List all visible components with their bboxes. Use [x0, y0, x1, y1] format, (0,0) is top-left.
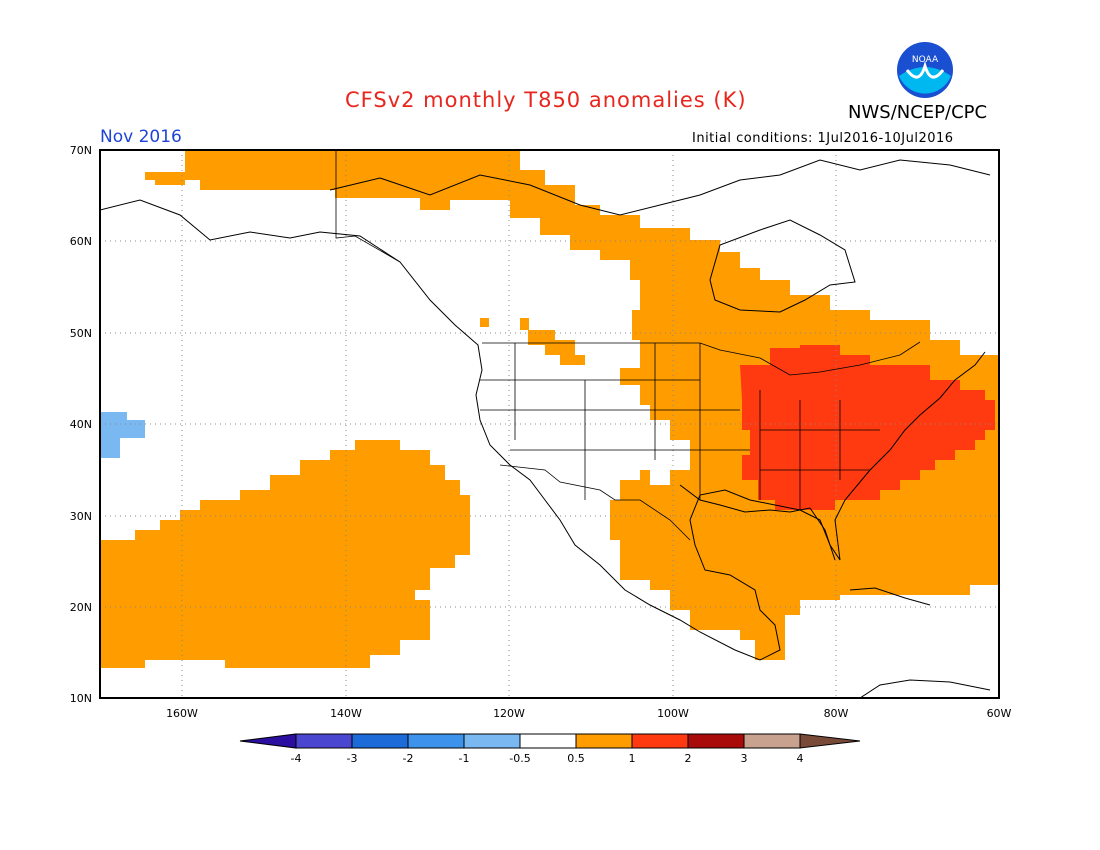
legend-swatch-3-4: [743, 733, 801, 749]
orange-arctic-band: [185, 150, 999, 660]
legend-tick-3: 3: [741, 752, 748, 765]
legend-swatch-minus4-minus3: [295, 733, 353, 749]
alaska-canada-border: [335, 150, 401, 263]
legend-swatch-1-2: [631, 733, 689, 749]
orange-nw-patch: [528, 330, 585, 365]
lat-label-30: 30N: [70, 510, 92, 523]
lon-label-120: 120W: [493, 707, 525, 720]
noaa-logo-text: NOAA: [912, 55, 939, 65]
longitude-labels: 160W 140W 120W 100W 80W 60W: [166, 707, 1011, 720]
hudson-bay-coastline: [709, 219, 856, 313]
legend-tick-2: 2: [685, 752, 692, 765]
legend-swatch-below-minus4: [239, 733, 297, 749]
us-mexico-border: [499, 464, 691, 541]
noaa-logo-bird: [905, 60, 945, 79]
lat-label-40: 40N: [70, 418, 92, 431]
lat-label-70: 70N: [70, 144, 92, 157]
legend-tick-minus2: -2: [403, 752, 414, 765]
political-borders: [335, 150, 921, 541]
lon-label-80: 80W: [824, 707, 849, 720]
legend-tick-minus1: -1: [459, 752, 470, 765]
lon-label-140: 140W: [330, 707, 362, 720]
orange-mexico-speck: [620, 568, 635, 580]
legend-swatch-05-1: [575, 733, 633, 749]
coastlines: [100, 159, 991, 698]
noaa-logo: NOAA: [897, 42, 953, 98]
lon-label-160: 160W: [166, 707, 198, 720]
orange-nw-speck-1: [480, 318, 489, 327]
legend-tick-05: 0.5: [567, 752, 585, 765]
arctic-coast: [329, 159, 991, 216]
legend-tick-minus05: -0.5: [509, 752, 530, 765]
legend-tick-4: 4: [797, 752, 804, 765]
legend-tick-minus4: -4: [291, 752, 302, 765]
legend-swatch-minus2-minus1: [407, 733, 465, 749]
lat-label-60: 60N: [70, 235, 92, 248]
legend-tick-minus3: -3: [347, 752, 358, 765]
orange-pacific-region: [100, 440, 470, 668]
south-america-coast: [859, 679, 991, 698]
legend-tick-1: 1: [629, 752, 636, 765]
us-canada-border: [482, 341, 921, 376]
orange-alaska-fringe: [145, 172, 185, 185]
legend-swatch-above-4: [799, 733, 861, 749]
agency-label: NWS/NCEP/CPC: [848, 102, 988, 123]
legend-swatch-neutral: [519, 733, 577, 749]
month-label: Nov 2016: [100, 127, 182, 147]
latitude-labels: 70N 60N 50N 40N 30N 20N 10N: [70, 144, 92, 705]
lon-label-60: 60W: [987, 707, 1012, 720]
lightblue-pacific-region: [100, 412, 145, 458]
lat-label-50: 50N: [70, 327, 92, 340]
anomaly-fields: [100, 150, 999, 668]
gulf-of-mexico-coast: [679, 484, 836, 561]
color-legend: [239, 733, 861, 749]
initial-conditions-label: Initial conditions: 1Jul2016-10Jul2016: [692, 131, 954, 146]
lat-label-10: 10N: [70, 692, 92, 705]
lat-label-20: 20N: [70, 601, 92, 614]
red-east-us-region: [740, 345, 995, 510]
chart-title: CFSv2 monthly T850 anomalies (K): [345, 88, 747, 112]
lon-label-100: 100W: [657, 707, 689, 720]
legend-swatch-minus3-minus2: [351, 733, 409, 749]
orange-nw-speck-2: [520, 318, 529, 330]
legend-tick-labels: -4 -3 -2 -1 -0.5 0.5 1 2 3 4: [291, 752, 804, 765]
legend-swatch-minus1-minus05: [463, 733, 521, 749]
map-frame: [99, 149, 1000, 699]
legend-swatch-2-3: [687, 733, 745, 749]
cuba-outline: [849, 587, 931, 606]
north-america-coastline: [100, 199, 986, 661]
